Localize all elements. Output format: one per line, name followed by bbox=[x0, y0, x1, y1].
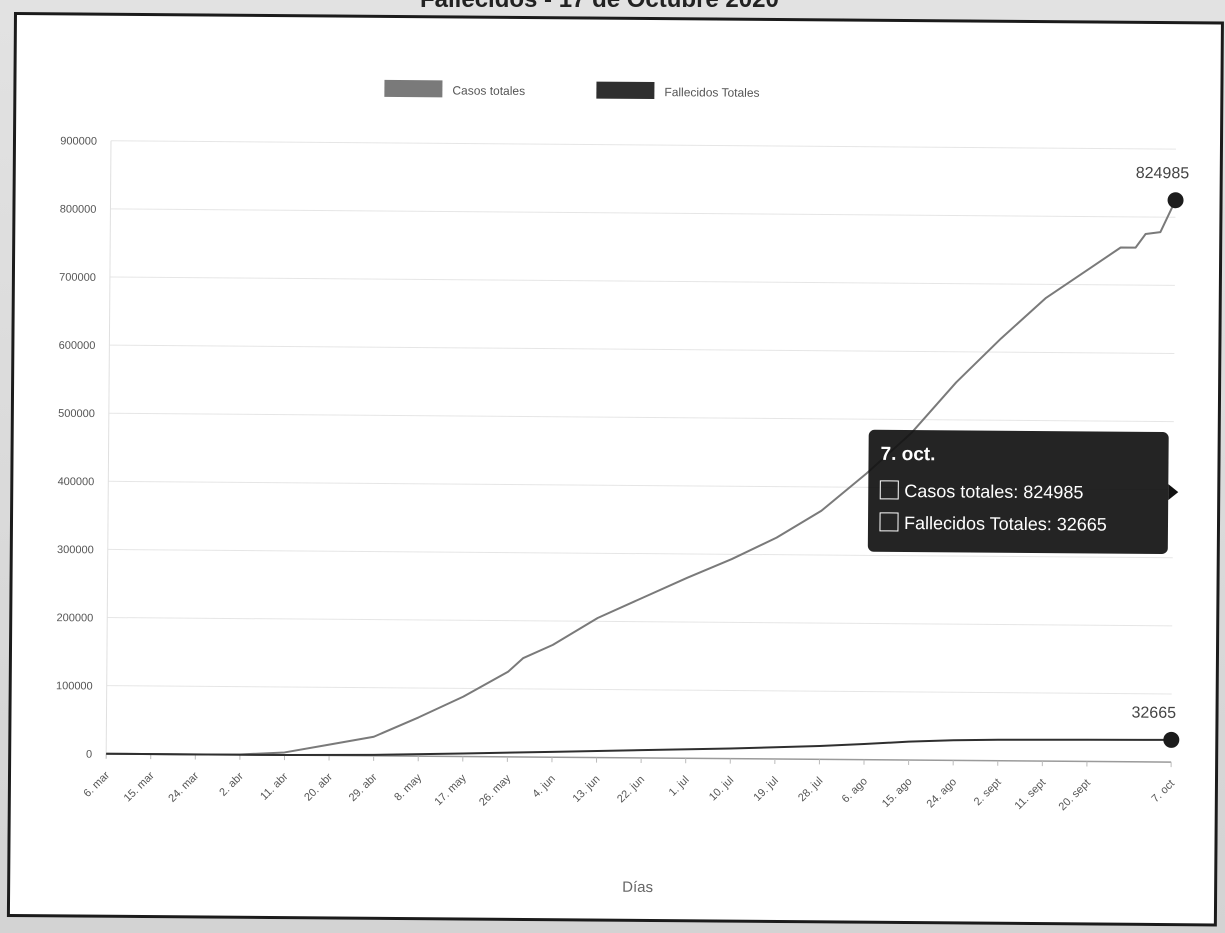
y-tick-label: 600000 bbox=[59, 340, 96, 352]
x-tick-label: 11. abr bbox=[258, 771, 290, 803]
legend-label: Casos totales bbox=[452, 83, 525, 98]
tooltip-swatch bbox=[879, 480, 899, 500]
x-tick-label: 1. jul bbox=[667, 774, 692, 799]
y-tick-label: 200000 bbox=[56, 612, 93, 624]
page-title: Fallecidos - 17 de Octubre 2020 bbox=[420, 0, 940, 16]
x-tick-label: 29. abr bbox=[347, 771, 380, 804]
legend-label: Fallecidos Totales bbox=[664, 85, 759, 100]
series-line bbox=[106, 199, 1177, 756]
x-tick-label: 15. mar bbox=[122, 769, 157, 804]
tooltip-caret bbox=[1168, 484, 1179, 501]
x-tick-label: 17. may bbox=[432, 772, 469, 808]
tooltip-box bbox=[867, 429, 1169, 555]
y-tick-label: 800000 bbox=[60, 203, 97, 215]
x-tick-label: 19. jul bbox=[751, 775, 780, 804]
y-gridline bbox=[106, 685, 1172, 695]
legend-swatch bbox=[596, 81, 655, 100]
legend-swatch bbox=[384, 79, 443, 98]
x-tick-label: 15. ago bbox=[880, 776, 915, 810]
y-axis-line bbox=[105, 140, 112, 754]
x-tick-label: 24. ago bbox=[925, 776, 960, 810]
y-gridline bbox=[108, 412, 1174, 423]
x-tick-label: 2. abr bbox=[217, 770, 246, 799]
y-tick-label: 400000 bbox=[58, 476, 95, 488]
y-tick-label: 100000 bbox=[56, 680, 93, 692]
x-tick-label: 26. may bbox=[477, 772, 514, 808]
x-tick-label: 11. sept bbox=[1013, 777, 1049, 812]
y-gridline bbox=[107, 617, 1173, 627]
x-tick-label: 7. oct bbox=[1149, 778, 1177, 805]
x-tick-label: 20. sept bbox=[1057, 777, 1093, 813]
x-tick-label: 6. mar bbox=[81, 769, 112, 800]
series-end-point bbox=[1163, 731, 1180, 748]
end-value-label: 32665 bbox=[1131, 705, 1176, 722]
x-axis-title: Días bbox=[622, 879, 653, 896]
tooltip-swatch bbox=[879, 512, 899, 532]
x-tick-label: 4. jun bbox=[530, 773, 558, 800]
chart-panel: 0 100000 200000 300000 400000 500000 600000 700… bbox=[6, 12, 1224, 927]
y-tick-label: 0 bbox=[86, 749, 92, 761]
y-gridline bbox=[107, 548, 1173, 559]
y-tick-label: 900000 bbox=[60, 135, 97, 147]
tooltip-title: 7. oct. bbox=[880, 444, 935, 465]
y-tick-label: 500000 bbox=[58, 408, 95, 420]
series-end-point bbox=[1167, 192, 1184, 209]
x-tick-label: 20. abr bbox=[302, 771, 335, 804]
x-tick-label: 28. jul bbox=[796, 775, 825, 804]
y-tick-label: 700000 bbox=[59, 272, 96, 284]
x-tick-label: 22. jun bbox=[615, 774, 647, 806]
series-line bbox=[106, 738, 1172, 757]
y-gridline bbox=[109, 276, 1175, 286]
x-tick-label: 10. jul bbox=[707, 774, 736, 803]
x-tick-label: 2. sept bbox=[972, 776, 1004, 808]
line-chart: 0 100000 200000 300000 400000 500000 600000 700… bbox=[56, 79, 1190, 896]
tooltip-line: Casos totales: 824985 bbox=[904, 481, 1083, 502]
tooltip-line: Fallecidos Totales: 32665 bbox=[904, 513, 1107, 535]
x-tick-label: 13. jun bbox=[571, 773, 603, 805]
x-tick-label: 6. ago bbox=[840, 775, 870, 805]
x-tick-label: 8. may bbox=[392, 771, 424, 803]
y-gridline bbox=[109, 344, 1175, 354]
x-tick-label: 24. mar bbox=[166, 770, 201, 805]
y-gridline bbox=[110, 208, 1176, 218]
y-gridline bbox=[110, 140, 1176, 150]
y-tick-label: 300000 bbox=[57, 544, 94, 556]
end-value-label: 824985 bbox=[1136, 165, 1190, 182]
